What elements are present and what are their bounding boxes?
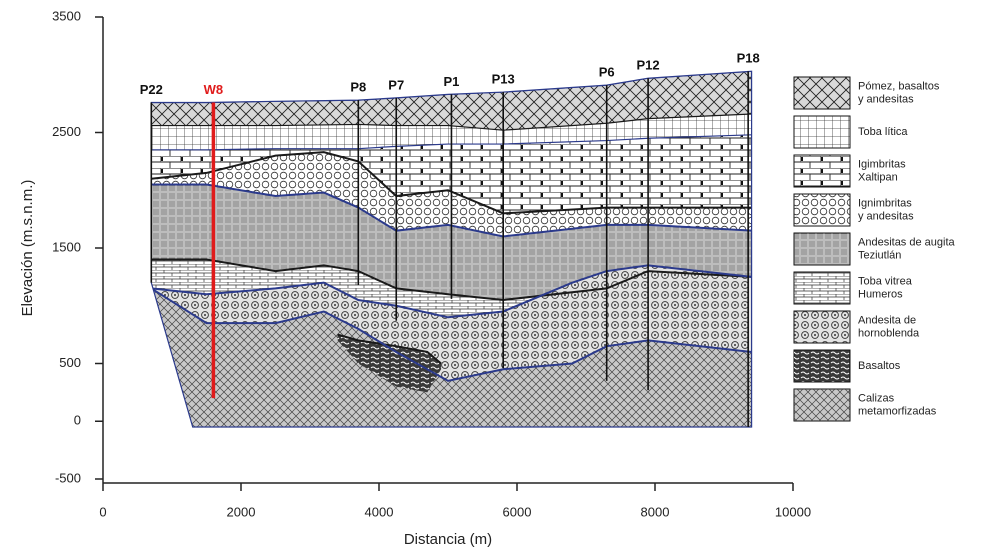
legend-swatch-texture <box>794 311 850 343</box>
layer-contact <box>337 333 442 365</box>
legend-label: Ignimbritas <box>858 197 912 209</box>
y-tick-label: 3500 <box>52 8 81 23</box>
x-tick-label: 4000 <box>365 504 394 519</box>
well-label: P1 <box>443 74 459 89</box>
legend-swatch-texture <box>794 116 850 148</box>
legend-swatch-texture <box>794 194 850 226</box>
legend-swatch-texture <box>794 77 850 109</box>
y-axis-title: Elevación (m.s.n.m.) <box>19 180 36 317</box>
layer-contact <box>151 264 752 319</box>
layer-contact <box>151 113 752 131</box>
y-tick-label: 0 <box>74 413 81 428</box>
well-label: P13 <box>492 72 515 87</box>
legend-label: hornoblenda <box>858 327 920 339</box>
legend-label: y andesitas <box>858 93 914 105</box>
x-tick-label: 10000 <box>775 504 811 519</box>
well-label: P18 <box>737 51 760 66</box>
layer-texture <box>337 334 442 393</box>
well-label: P12 <box>637 58 660 73</box>
well-label: P7 <box>388 77 404 92</box>
legend-label: Teziutlán <box>858 249 901 261</box>
well-label: P6 <box>599 65 615 80</box>
legend-label: Xaltipan <box>858 171 898 183</box>
well-label: P8 <box>350 80 366 95</box>
y-tick-label: -500 <box>55 470 81 485</box>
y-tick-label: 2500 <box>52 124 81 139</box>
y-tick-label: 500 <box>59 355 81 370</box>
legend-label: Toba lítica <box>858 126 908 138</box>
legend-swatch-texture <box>794 272 850 304</box>
x-tick-label: 8000 <box>641 504 670 519</box>
well-label: P22 <box>140 82 163 97</box>
y-tick-label: 1500 <box>52 239 81 254</box>
legend-swatch-texture <box>794 350 850 382</box>
legend-label: Humeros <box>858 288 903 300</box>
legend-label: metamorfizadas <box>858 405 937 417</box>
well-label: W8 <box>204 82 224 97</box>
layer-contact <box>151 134 752 151</box>
legend-label: Pómez, basaltos <box>858 80 940 92</box>
legend-label: Andesitas de augita <box>858 236 956 248</box>
legend-swatch-texture <box>794 389 850 421</box>
section-outline <box>150 70 753 428</box>
legend-label: Igimbritas <box>858 158 906 170</box>
legend-label: y andesitas <box>858 210 914 222</box>
overlay: P22 W8 P8 P7 P1 P13 P6 P12 P18 <box>140 51 760 428</box>
legend-label: Toba vitrea <box>858 275 913 287</box>
x-axis-title: Distancia (m) <box>404 531 492 548</box>
x-tick-label: 6000 <box>503 504 532 519</box>
legend-label: Andesita de <box>858 314 916 326</box>
legend-label: Calizas <box>858 392 895 404</box>
legend-label: Basaltos <box>858 360 901 372</box>
layer-texture <box>151 288 752 428</box>
x-tick-label: 2000 <box>227 504 256 519</box>
legend-swatch-texture <box>794 155 850 187</box>
x-tick-label: 0 <box>99 504 106 519</box>
legend-swatch-texture <box>794 233 850 265</box>
layer-contact <box>151 287 752 382</box>
